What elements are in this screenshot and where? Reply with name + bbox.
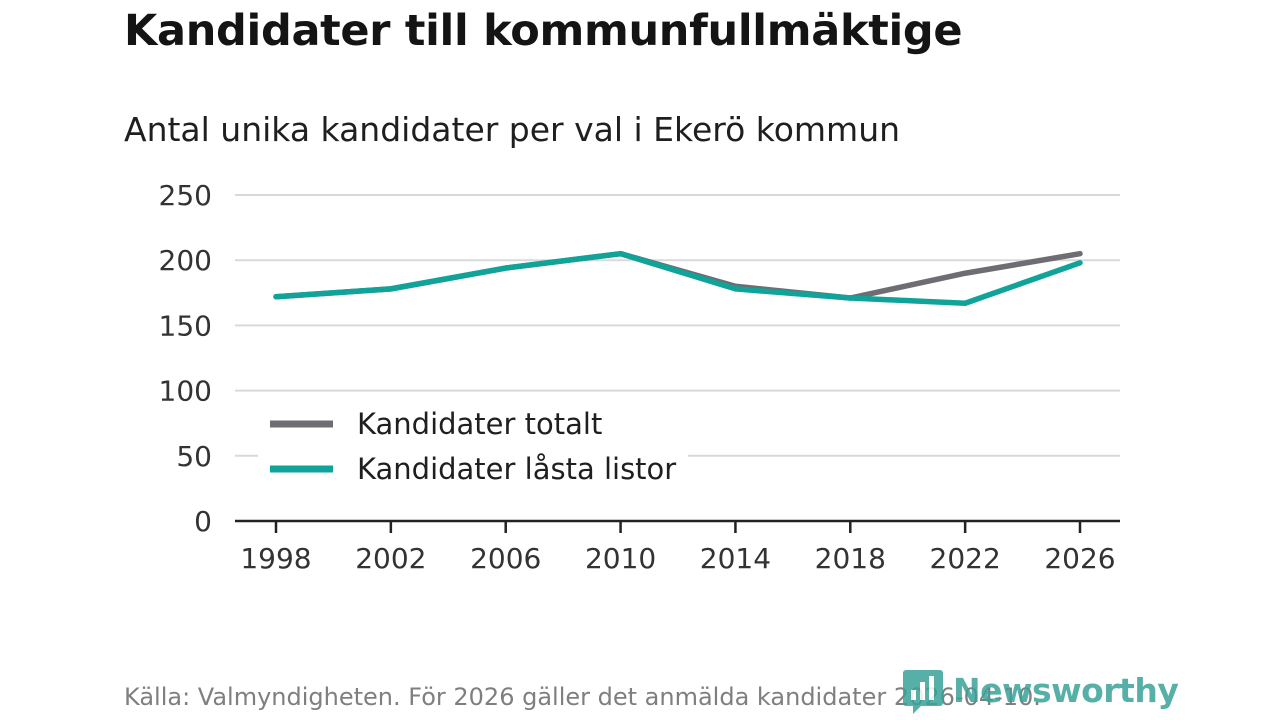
- x-tick-label: 2006: [470, 542, 541, 575]
- x-tick-label: 2014: [700, 542, 771, 575]
- bar-chart-icon: [903, 670, 943, 714]
- x-tick-label: 2002: [355, 542, 426, 575]
- chart-title: Kandidater till kommunfullmäktige: [124, 6, 963, 56]
- y-tick-label: 250: [159, 179, 212, 212]
- x-tick-label: 2018: [815, 542, 886, 575]
- legend-background: [258, 400, 688, 494]
- legend-label: Kandidater låsta listor: [357, 452, 676, 486]
- chart-subtitle: Antal unika kandidater per val i Ekerö k…: [124, 110, 901, 149]
- y-tick-label: 0: [194, 505, 212, 538]
- y-tick-label: 200: [159, 244, 212, 277]
- series-line-lasta: [273, 250, 1083, 306]
- y-tick-label: 150: [159, 309, 212, 342]
- source-note: Källa: Valmyndigheten. För 2026 gäller d…: [124, 683, 1041, 711]
- x-tick-label: 2010: [585, 542, 656, 575]
- y-tick-label: 50: [176, 440, 212, 473]
- brand-logo: Newsworthy: [903, 670, 1179, 714]
- x-tick-label: 2022: [930, 542, 1001, 575]
- y-tick-label: 100: [159, 375, 212, 408]
- x-tick-label: 1998: [240, 542, 311, 575]
- legend-label: Kandidater totalt: [357, 407, 602, 441]
- x-tick-label: 2026: [1044, 542, 1115, 575]
- brand-name: Newsworthy: [953, 670, 1179, 710]
